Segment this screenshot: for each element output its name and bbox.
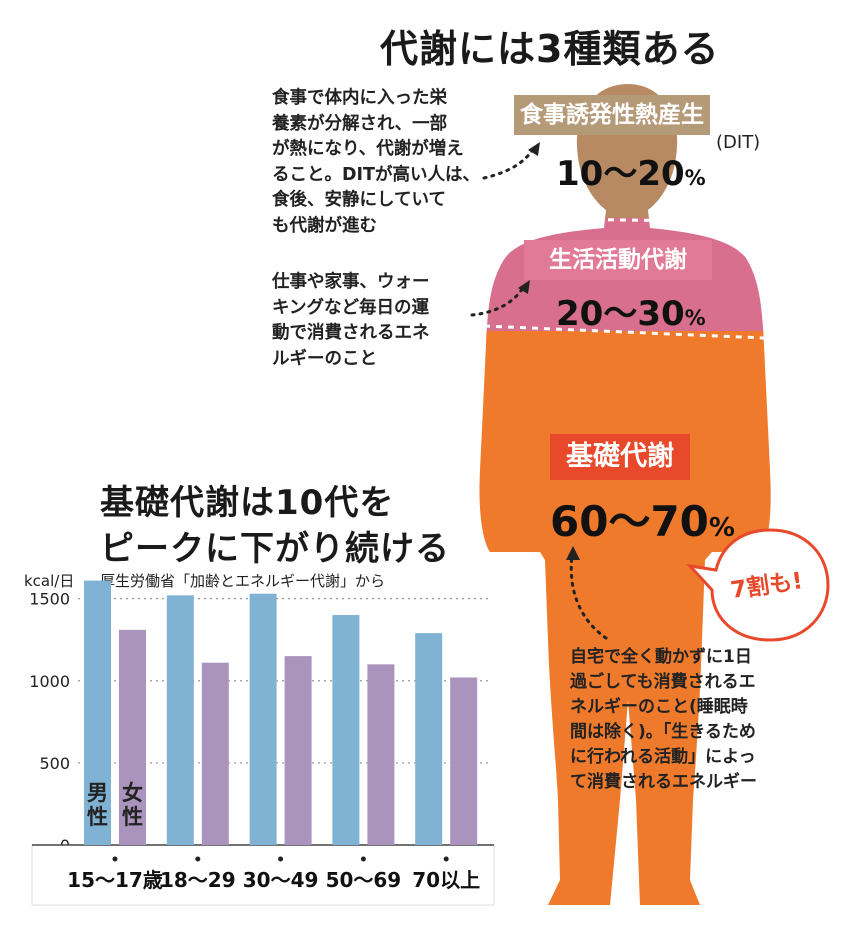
- dit-range: 10〜20%: [556, 154, 706, 194]
- x-tick-label: 15〜17歳: [67, 868, 163, 892]
- basal-pointer-arrow: [566, 546, 580, 560]
- y-tick-label: 500: [39, 754, 70, 773]
- dit-label: 食事誘発性熱産生: [514, 95, 710, 135]
- bar-male: [415, 633, 443, 845]
- basal-label: 基礎代謝: [550, 434, 690, 480]
- bar-female: [201, 662, 229, 845]
- basal-pointer: [569, 554, 608, 640]
- bar-male: [84, 580, 111, 845]
- x-tick-dot: [195, 856, 201, 862]
- basal-range: 60〜70%: [550, 497, 735, 546]
- page-title: 代謝には3種類ある: [380, 27, 720, 71]
- dit-description: 食事で体内に入った栄 養素が分解され、一部 が熱になり、代謝が増え ること。DI…: [272, 88, 480, 236]
- basal-description: 自宅で全く動かずに1日 過ごしても消費されるエ ネルギーのこと(睡眠時 間は除く…: [570, 647, 757, 792]
- x-tick-label: 50〜69: [326, 868, 402, 892]
- y-tick-label: 1500: [29, 590, 70, 609]
- bar-female: [119, 629, 146, 845]
- dit-abbr: (DIT): [716, 132, 761, 153]
- activity-pointer-arrow: [518, 280, 530, 294]
- x-axis-band: [31, 844, 495, 906]
- activity-divider: [483, 324, 765, 340]
- series-label-female: 性: [122, 805, 143, 829]
- x-tick-dot: [278, 856, 284, 862]
- activity-description: 仕事や家事、ウォー キングなど毎日の運 動で消費されるエネ ルギーのこと: [272, 272, 430, 369]
- x-tick-dot: [443, 856, 449, 862]
- bar-male: [249, 593, 277, 845]
- bar-male: [332, 615, 360, 845]
- series-label-male: 性: [87, 805, 108, 829]
- bar-male: [166, 595, 194, 845]
- callout-bubble: [686, 528, 830, 642]
- x-tick-dot: [112, 856, 118, 862]
- dit-pointer-arrow: [528, 142, 540, 156]
- bar-female: [367, 664, 395, 845]
- dit-divider: [487, 216, 761, 224]
- x-tick-label: 18〜29: [160, 868, 236, 892]
- chart-heading: 基礎代謝は10代を ピークに下がり続ける: [100, 483, 450, 569]
- x-tick-label: 70以上: [412, 868, 480, 892]
- series-label-female: 女: [122, 781, 143, 805]
- chart-source: 厚生労働省「加齢とエネルギー代謝」から: [100, 572, 386, 590]
- series-label-male: 男: [87, 781, 108, 805]
- bar-female: [450, 677, 478, 845]
- bar-female: [284, 656, 312, 845]
- x-tick-dot: [360, 856, 366, 862]
- x-tick-label: 30〜49: [243, 868, 319, 892]
- y-tick-label: 1000: [29, 672, 70, 691]
- chart-unit: kcal/日: [24, 572, 75, 590]
- activity-label: 生活活動代謝: [524, 240, 712, 280]
- activity-range: 20〜30%: [556, 294, 706, 334]
